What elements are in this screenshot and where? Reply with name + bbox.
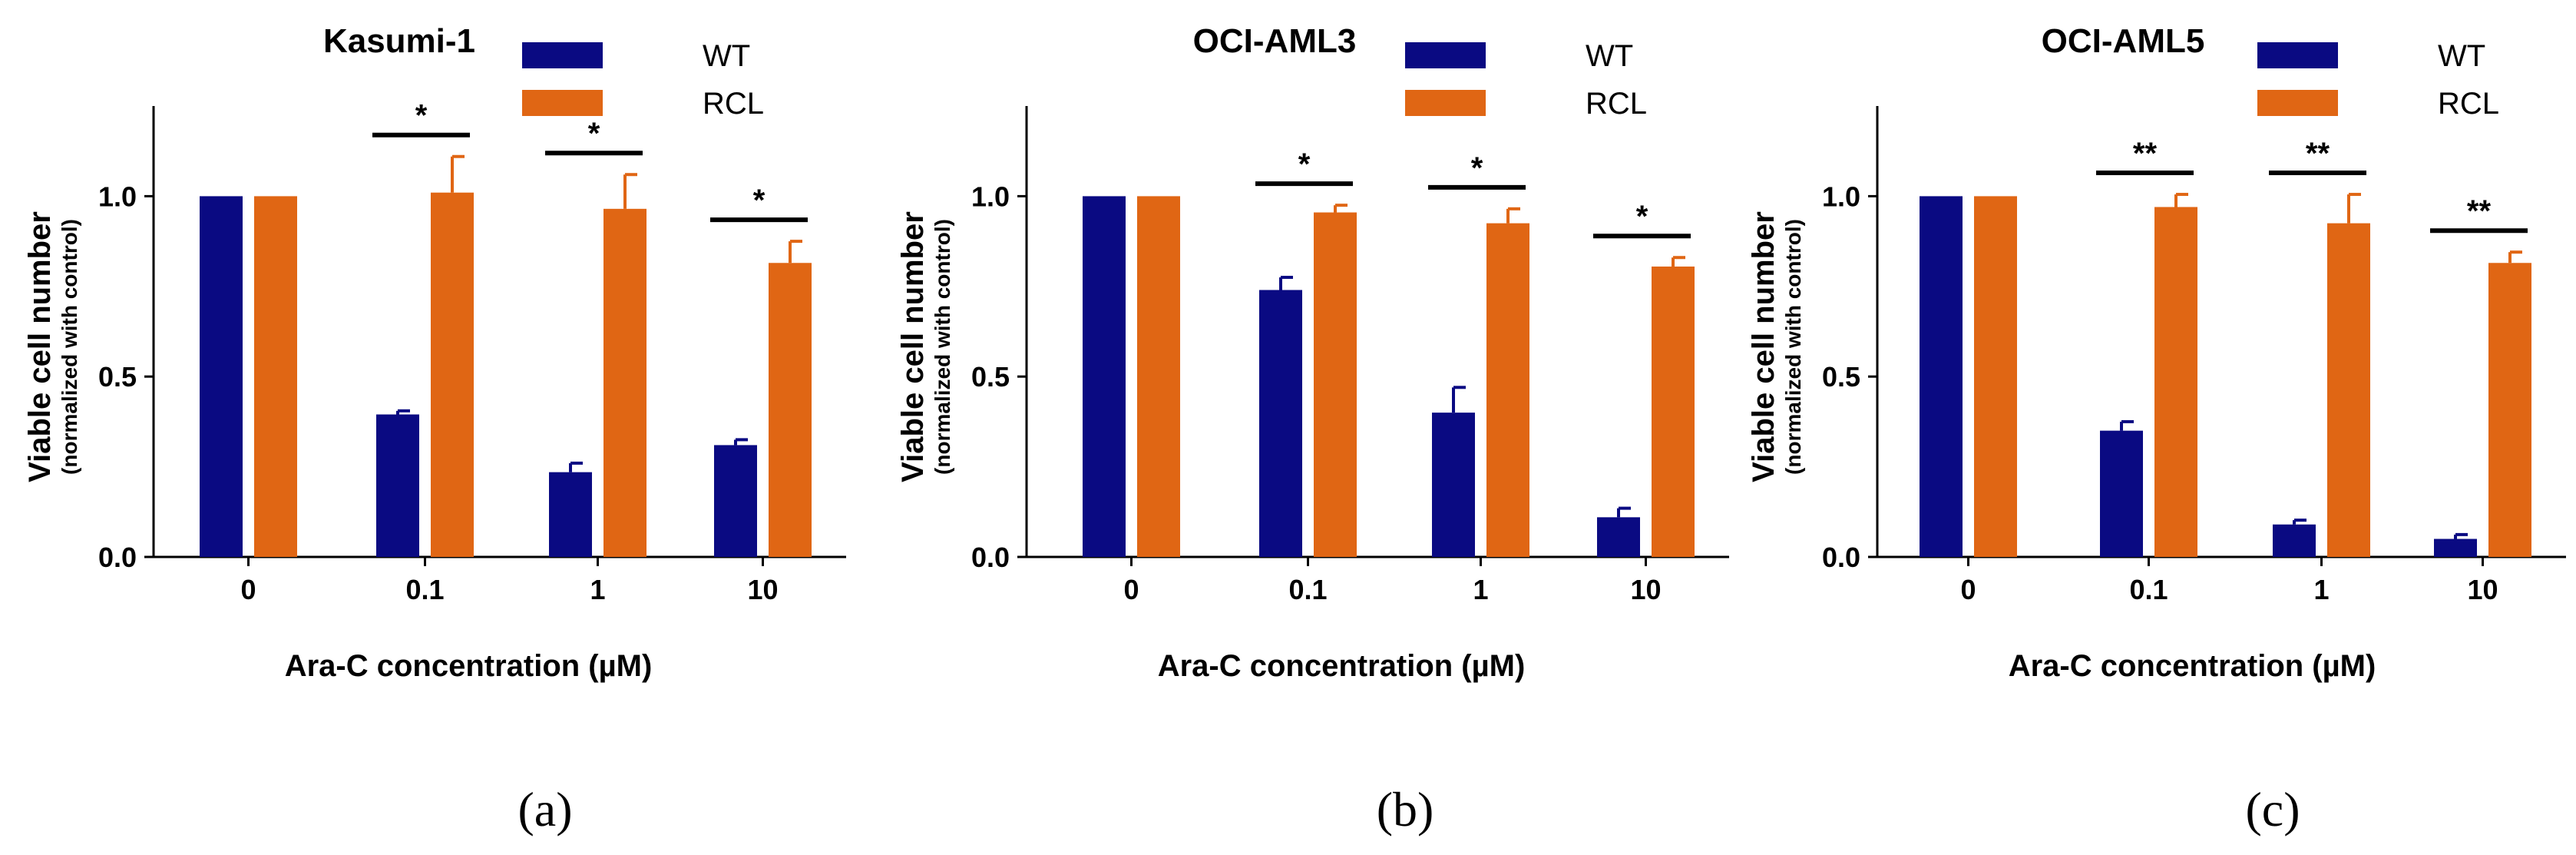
legend-label: WT <box>703 39 750 73</box>
y-tick-label: 0.5 <box>1822 361 1860 393</box>
x-tick-label: 1 <box>590 574 605 605</box>
y-tick-label: 1.0 <box>971 181 1010 212</box>
rcl-bar <box>2154 207 2197 557</box>
panel-a: Kasumi-1 0.0 0.5 1.0 Viable cell number (norm… <box>23 22 846 837</box>
wt-bar <box>549 472 592 557</box>
x-tick-label: 0 <box>240 574 256 605</box>
x-tick-label: 1 <box>1473 574 1488 605</box>
y-axis-label: Viable cell number <box>1747 211 1781 482</box>
legend-label: RCL <box>703 87 764 121</box>
rcl-legend-swatch <box>522 90 603 116</box>
rcl-bar <box>1974 196 2017 557</box>
legend-label: RCL <box>1586 87 1647 121</box>
y-axis-sublabel: (normalized with control) <box>58 219 81 475</box>
significance-marker: * <box>588 117 600 151</box>
y-tick-label: 0.5 <box>98 361 137 393</box>
panel-label: (b) <box>1377 782 1434 837</box>
wt-legend-swatch <box>522 42 603 68</box>
y-tick-label: 0.0 <box>98 542 137 573</box>
panel-b: OCI-AML3 0.0 0.5 1.0 Viable cell number (norm… <box>896 22 1729 837</box>
wt-legend-swatch <box>1405 42 1486 68</box>
wt-bar <box>1259 290 1302 557</box>
significance-marker: * <box>753 184 766 217</box>
wt-bar <box>1083 196 1126 557</box>
significance-marker: ** <box>2306 137 2330 171</box>
x-tick-label: 10 <box>1630 574 1661 605</box>
x-tick-label: 10 <box>747 574 778 605</box>
y-axis-label: Viable cell number <box>896 211 930 482</box>
significance-marker: ** <box>2467 194 2492 228</box>
wt-bar <box>2100 430 2143 557</box>
legend-label: WT <box>2438 39 2485 73</box>
rcl-bar <box>1652 266 1695 557</box>
x-tick-label: 0.1 <box>2129 574 2168 605</box>
rcl-bar <box>2327 223 2370 557</box>
wt-bar <box>1432 413 1475 557</box>
rcl-legend-swatch <box>1405 90 1486 116</box>
rcl-bar <box>1486 223 1529 557</box>
chart-title: Kasumi-1 <box>323 22 475 60</box>
significance-marker: * <box>415 99 428 133</box>
wt-bar <box>1597 517 1640 557</box>
rcl-bar <box>1314 212 1357 557</box>
rcl-bar <box>254 196 297 557</box>
panel-label: (a) <box>518 782 572 837</box>
y-axis-sublabel: (normalized with control) <box>931 219 954 475</box>
x-tick-label: 0 <box>1960 574 1976 605</box>
y-axis-sublabel: (normalized with control) <box>1781 219 1805 475</box>
y-tick-label: 0.0 <box>1822 542 1860 573</box>
wt-bar <box>1920 196 1963 557</box>
wt-bar <box>2434 539 2477 557</box>
chart-title: OCI-AML3 <box>1193 22 1357 60</box>
x-tick-label: 0.1 <box>1288 574 1327 605</box>
x-tick-label: 0.1 <box>405 574 444 605</box>
rcl-bar <box>2488 263 2531 557</box>
wt-bar <box>200 196 243 557</box>
y-tick-label: 0.0 <box>971 542 1010 573</box>
x-tick-label: 10 <box>2467 574 2498 605</box>
significance-marker: * <box>1298 147 1311 181</box>
x-tick-label: 0 <box>1123 574 1139 605</box>
rcl-legend-swatch <box>2257 90 2338 116</box>
panel-label: (c) <box>2245 782 2300 837</box>
wt-bar <box>714 445 757 557</box>
y-tick-label: 0.5 <box>971 361 1010 393</box>
wt-legend-swatch <box>2257 42 2338 68</box>
significance-marker: ** <box>2133 137 2158 171</box>
y-tick-label: 1.0 <box>1822 181 1860 212</box>
rcl-bar <box>603 208 646 557</box>
chart-title: OCI-AML5 <box>2042 22 2205 60</box>
rcl-bar <box>1137 196 1180 557</box>
rcl-bar <box>431 192 474 558</box>
significance-marker: * <box>1471 151 1483 185</box>
wt-bar <box>376 414 419 557</box>
y-axis-label: Viable cell number <box>23 211 57 482</box>
x-axis-label: Ara-C concentration (µM) <box>285 649 653 683</box>
legend-label: RCL <box>2438 87 2499 121</box>
x-axis-label: Ara-C concentration (µM) <box>2009 649 2376 683</box>
wt-bar <box>2273 524 2316 557</box>
rcl-bar <box>769 263 812 557</box>
significance-marker: * <box>1636 200 1648 234</box>
y-tick-label: 1.0 <box>98 181 137 212</box>
x-axis-label: Ara-C concentration (µM) <box>1158 649 1526 683</box>
legend-label: WT <box>1586 39 1633 73</box>
panel-c: OCI-AML5 0.0 0.5 1.0 Viable cell number (norm… <box>1747 22 2566 837</box>
x-tick-label: 1 <box>2313 574 2329 605</box>
